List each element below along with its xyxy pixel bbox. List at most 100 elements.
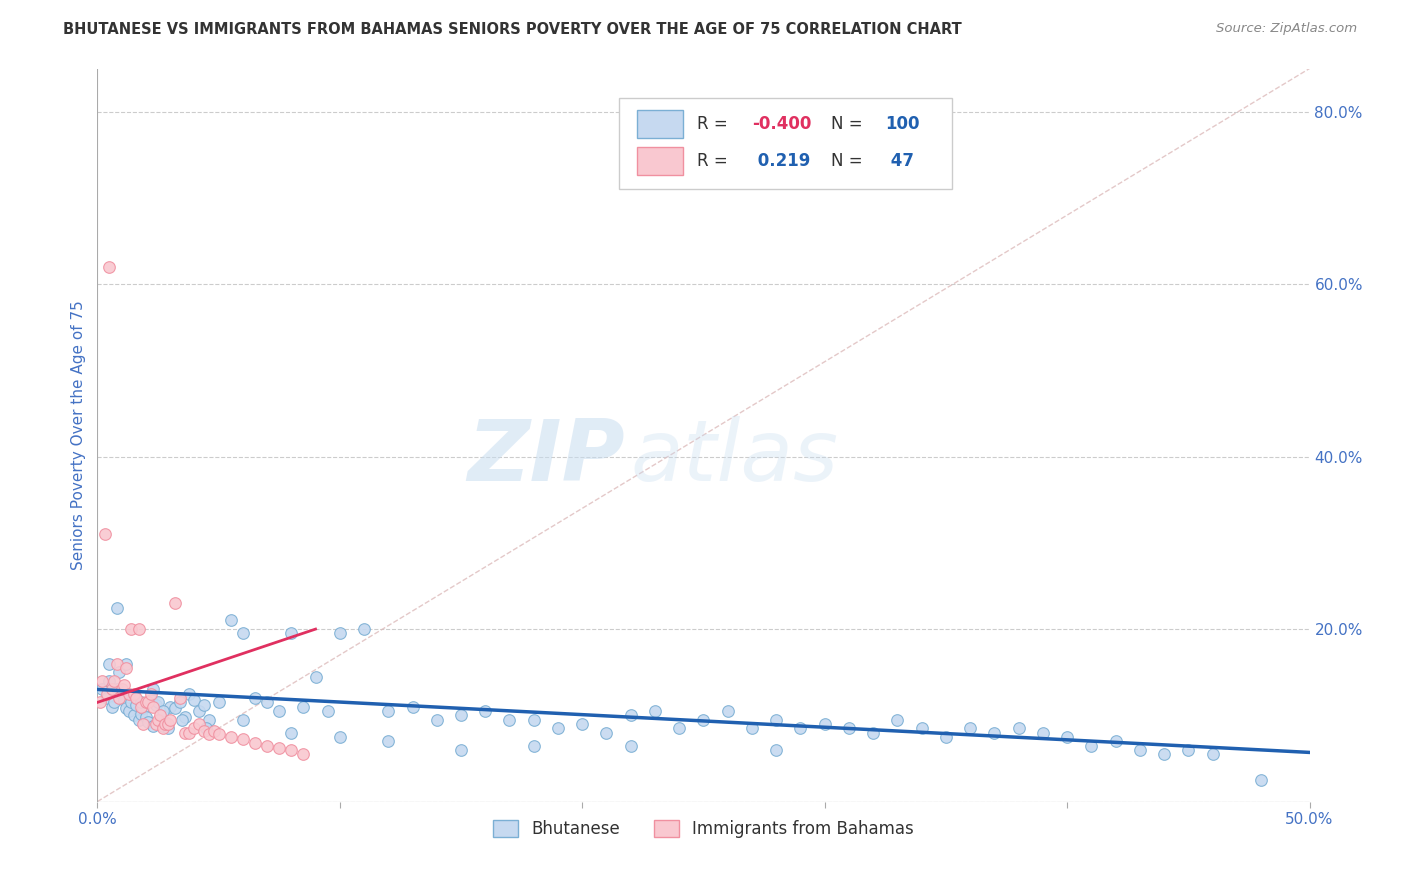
Point <box>198 713 221 727</box>
Point <box>103 673 125 688</box>
Point <box>129 699 152 714</box>
Point <box>1129 743 1152 757</box>
Point <box>243 691 266 706</box>
Point <box>132 717 155 731</box>
Point <box>128 713 150 727</box>
Point <box>377 734 399 748</box>
Point <box>105 682 128 697</box>
Point <box>110 687 132 701</box>
Point <box>401 699 423 714</box>
Point <box>692 713 714 727</box>
Point <box>1250 772 1272 787</box>
Point <box>983 725 1005 739</box>
Point <box>163 596 186 610</box>
Point <box>120 622 142 636</box>
Point <box>115 701 138 715</box>
Point <box>198 727 221 741</box>
Point <box>188 717 211 731</box>
Point <box>145 698 167 712</box>
Point <box>145 717 167 731</box>
Point <box>169 691 191 706</box>
Point <box>280 626 302 640</box>
Point <box>112 678 135 692</box>
Text: N =: N = <box>831 152 862 169</box>
Point <box>149 708 172 723</box>
Point <box>183 721 205 735</box>
Point <box>644 704 666 718</box>
Point <box>910 721 932 735</box>
Point <box>108 691 131 706</box>
Point <box>132 701 155 715</box>
Point <box>105 600 128 615</box>
Point <box>120 695 142 709</box>
Point <box>136 715 159 730</box>
Legend: Bhutanese, Immigrants from Bahamas: Bhutanese, Immigrants from Bahamas <box>486 813 921 845</box>
Point <box>207 695 229 709</box>
Point <box>152 704 174 718</box>
Point <box>1104 734 1126 748</box>
Point <box>135 710 157 724</box>
Point <box>1201 747 1223 761</box>
Point <box>136 695 159 709</box>
Point <box>98 657 121 671</box>
Point <box>122 708 145 723</box>
Point <box>152 719 174 733</box>
Point <box>163 701 186 715</box>
Point <box>886 713 908 727</box>
Point <box>243 736 266 750</box>
Point <box>232 713 254 727</box>
Point <box>1032 725 1054 739</box>
Point <box>595 725 617 739</box>
Text: R =: R = <box>697 115 728 133</box>
Point <box>110 682 132 697</box>
Point <box>156 721 179 735</box>
Point <box>156 717 179 731</box>
Point <box>329 626 352 640</box>
Text: ZIP: ZIP <box>467 416 624 499</box>
Point <box>620 708 643 723</box>
Point <box>292 699 315 714</box>
Point <box>91 673 114 688</box>
Point <box>139 693 162 707</box>
Point <box>149 713 172 727</box>
Point <box>118 687 141 701</box>
Point <box>155 715 177 730</box>
Point <box>1153 747 1175 761</box>
Point <box>115 657 138 671</box>
Point <box>450 743 472 757</box>
Point <box>173 725 195 739</box>
Bar <box>637 147 683 175</box>
Point <box>112 693 135 707</box>
Point <box>717 704 740 718</box>
Point <box>668 721 690 735</box>
Point <box>207 727 229 741</box>
Point <box>765 713 787 727</box>
Point <box>329 730 352 744</box>
Point <box>146 695 169 709</box>
Point <box>96 687 118 701</box>
Point <box>523 739 546 753</box>
Point <box>316 704 339 718</box>
Text: -0.400: -0.400 <box>752 115 811 133</box>
Point <box>135 695 157 709</box>
Point <box>232 626 254 640</box>
Point <box>304 669 326 683</box>
Point <box>179 725 201 739</box>
Point <box>173 710 195 724</box>
Bar <box>637 111 683 138</box>
Point <box>172 713 194 727</box>
Point <box>620 739 643 753</box>
Point <box>571 717 593 731</box>
Point <box>125 691 148 706</box>
Point <box>959 721 981 735</box>
Point <box>188 704 211 718</box>
Point <box>202 723 225 738</box>
Text: 0.219: 0.219 <box>752 152 810 169</box>
Point <box>105 657 128 671</box>
Point <box>935 730 957 744</box>
Point <box>765 743 787 757</box>
Point <box>91 682 114 697</box>
Point <box>115 661 138 675</box>
Point <box>128 622 150 636</box>
Point <box>129 695 152 709</box>
